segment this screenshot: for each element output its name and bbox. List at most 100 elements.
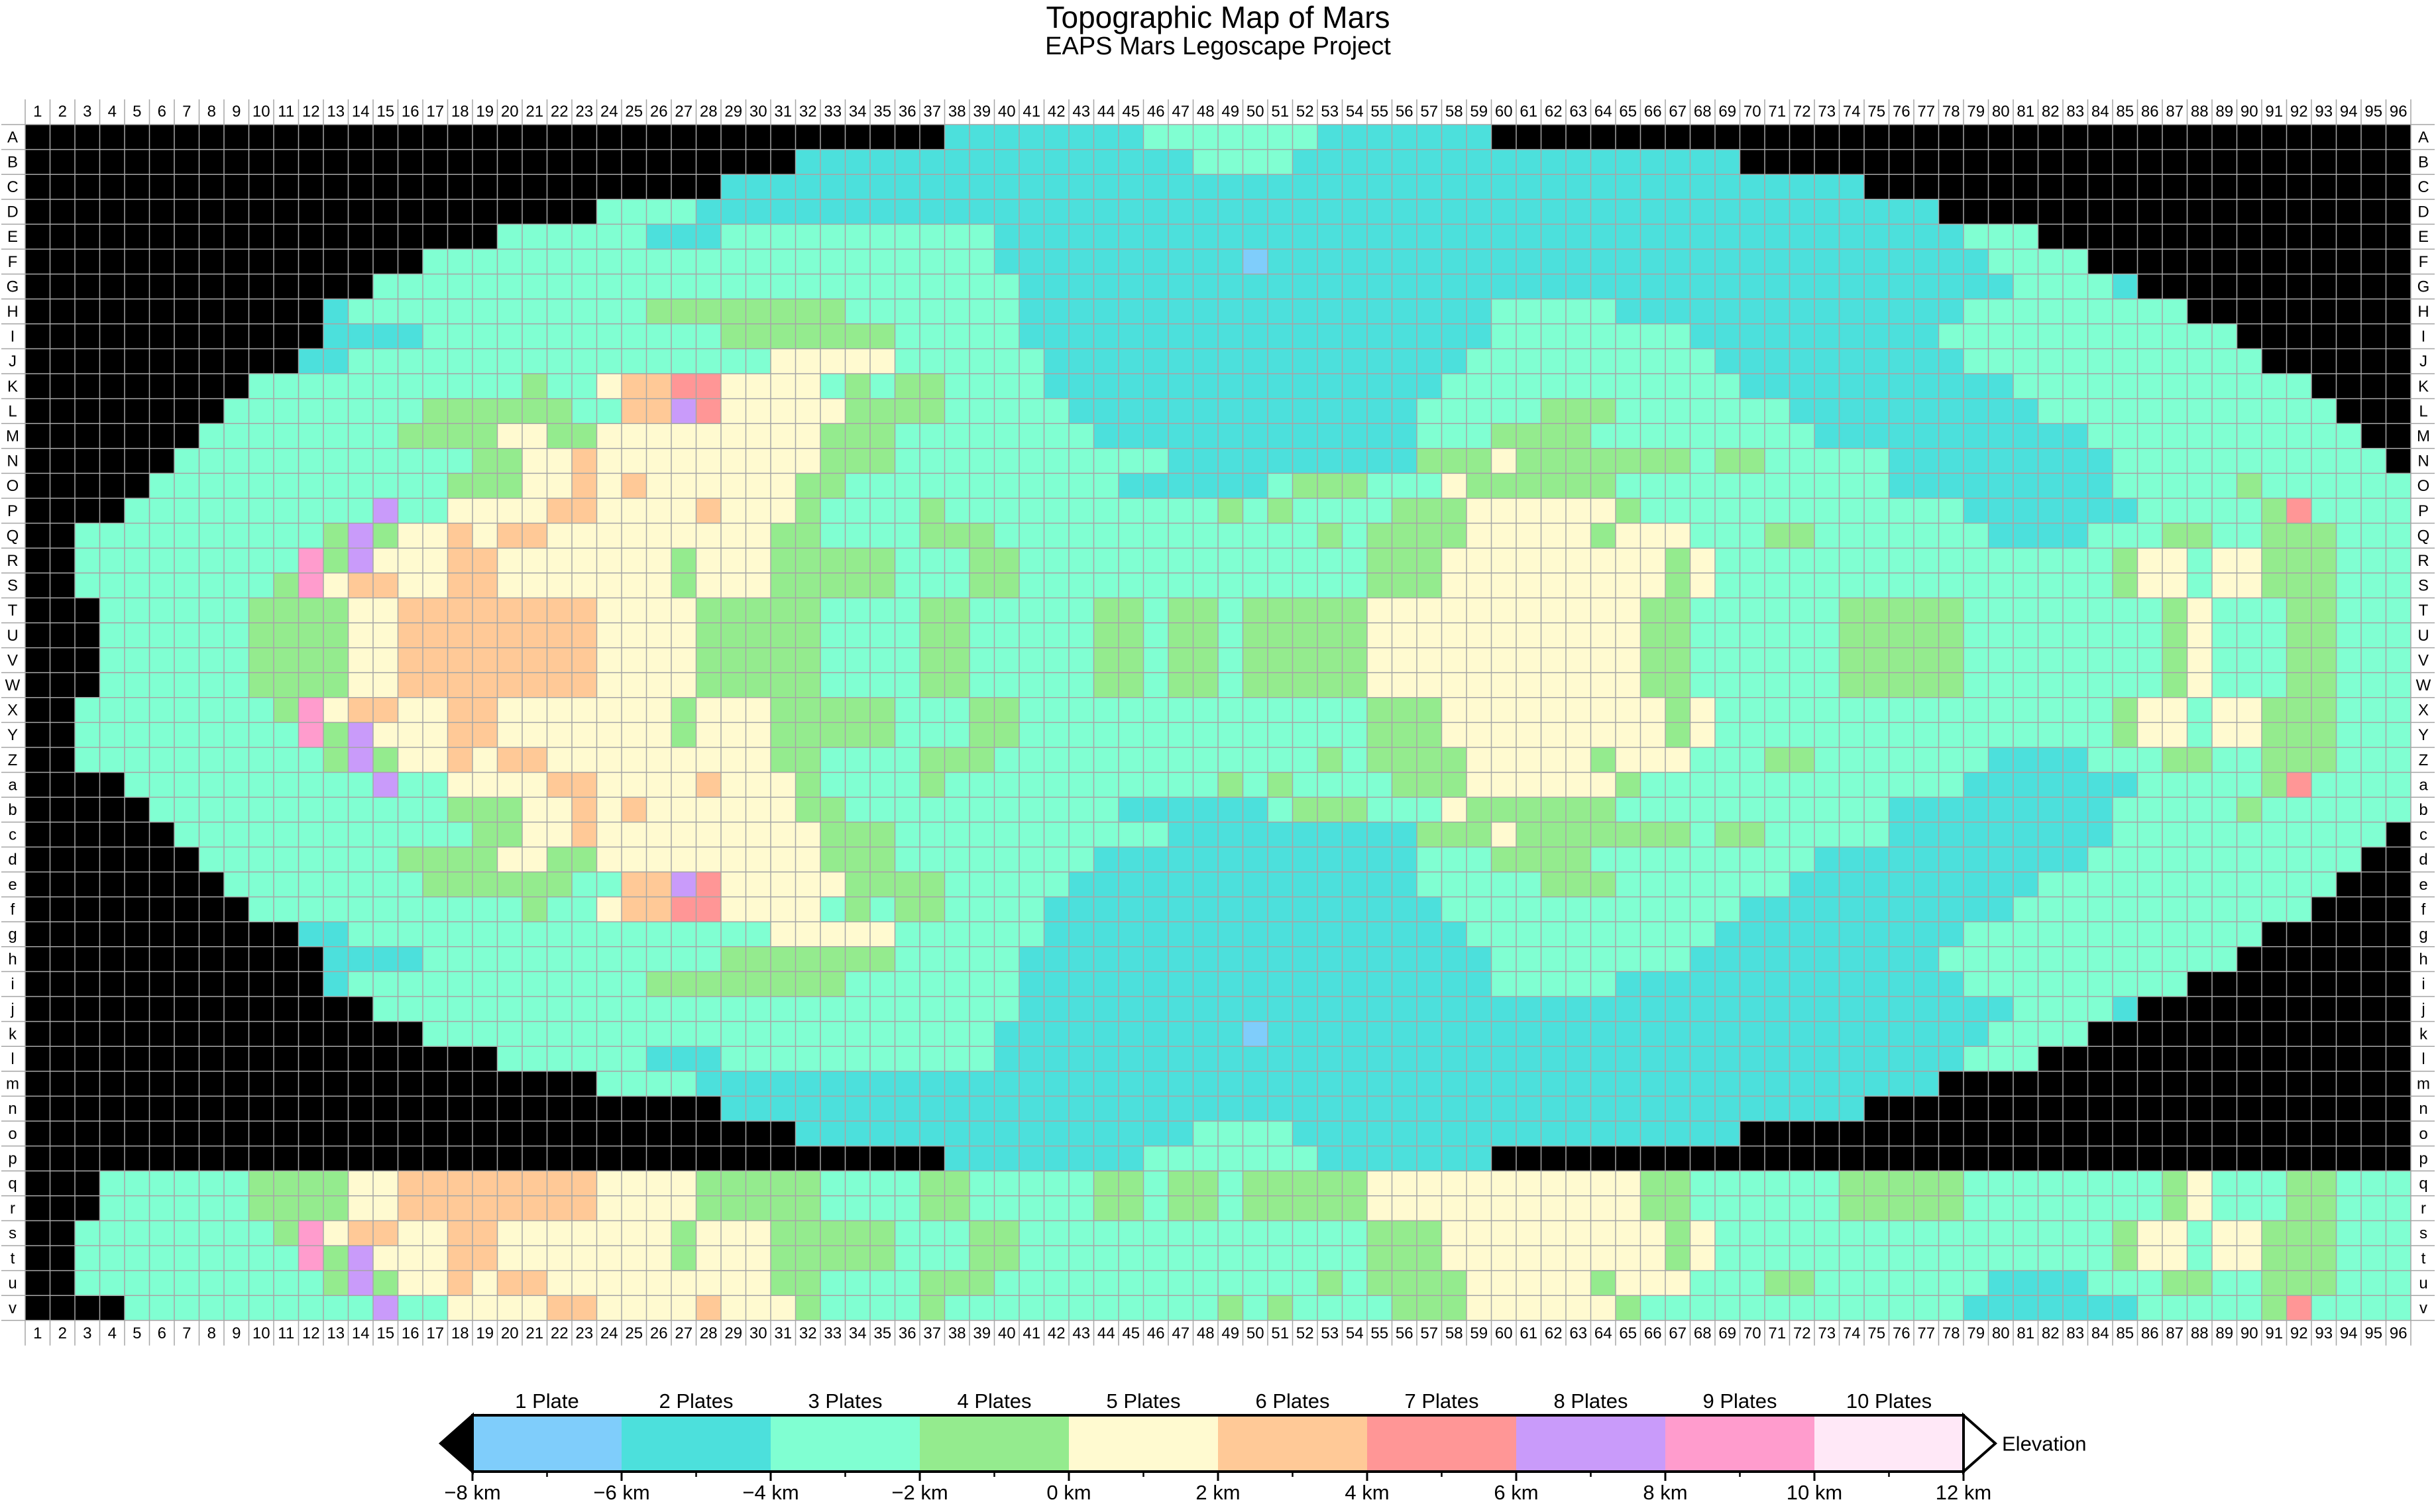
map-cell: [721, 872, 746, 897]
map-cell: [895, 473, 920, 498]
map-cell: [1765, 125, 1790, 150]
map-cell: [2038, 1022, 2064, 1047]
map-cell: [1168, 1046, 1193, 1071]
map-cell: [597, 1295, 622, 1321]
map-cell: [100, 1220, 125, 1246]
map-cell: [423, 1146, 448, 1171]
map-cell: [1715, 299, 1740, 324]
map-cell: [846, 423, 871, 449]
map-cell: [1516, 673, 1541, 698]
map-cell: [995, 1295, 1020, 1321]
map-cell: [1268, 822, 1293, 847]
column-label: 60: [1495, 1324, 1513, 1342]
map-cell: [1665, 897, 1690, 922]
map-cell: [1144, 1295, 1169, 1321]
map-cell: [2088, 548, 2113, 573]
map-cell: [498, 423, 523, 449]
column-label: 95: [2364, 103, 2382, 121]
map-cell: [1467, 897, 1492, 922]
map-cell: [323, 773, 349, 798]
map-cell: [2337, 274, 2362, 299]
map-cell: [771, 399, 796, 424]
map-cell: [1566, 698, 1591, 723]
map-cell: [1417, 449, 1442, 474]
map-cell: [349, 1022, 374, 1047]
map-cell: [1168, 1096, 1193, 1121]
row-label: P: [2418, 502, 2429, 520]
map-cell: [2262, 598, 2287, 623]
row-label: F: [8, 253, 18, 271]
map-cell: [1864, 673, 1889, 698]
map-cell: [1665, 822, 1690, 847]
map-cell: [1119, 897, 1144, 922]
map-cell: [498, 997, 523, 1022]
map-cell: [323, 349, 349, 374]
map-cell: [498, 573, 523, 598]
map-cell: [597, 224, 622, 249]
row-label: K: [7, 378, 18, 396]
column-label: 9: [232, 1324, 241, 1342]
map-cell: [1641, 150, 1666, 175]
column-label: 59: [1470, 1324, 1488, 1342]
map-cell: [1392, 1246, 1417, 1271]
map-cell: [671, 548, 696, 573]
map-cell: [2237, 822, 2262, 847]
map-cell: [796, 1246, 821, 1271]
map-cell: [2287, 573, 2312, 598]
map-cell: [1492, 498, 1517, 523]
map-cell: [249, 249, 274, 274]
map-cell: [150, 299, 175, 324]
map-cell: [1989, 698, 2014, 723]
map-cell: [2262, 797, 2287, 822]
map-cell: [1740, 125, 1765, 150]
map-cell: [1740, 1220, 1765, 1246]
map-cell: [572, 324, 597, 349]
map-cell: [647, 573, 672, 598]
map-cell: [1541, 872, 1567, 897]
map-cell: [2212, 299, 2237, 324]
map-cell: [498, 1246, 523, 1271]
map-cell: [1268, 747, 1293, 773]
map-cell: [696, 623, 722, 648]
map-cell: [1914, 1171, 1939, 1196]
map-cell: [671, 1146, 696, 1171]
map-cell: [50, 125, 76, 150]
map-cell: [2088, 150, 2113, 175]
map-cell: [1467, 673, 1492, 698]
map-cell: [1467, 1146, 1492, 1171]
map-cell: [100, 971, 125, 997]
map-cell: [870, 673, 895, 698]
map-cell: [1814, 174, 1840, 199]
map-cell: [647, 224, 672, 249]
map-cell: [1864, 548, 1889, 573]
map-cell: [771, 1246, 796, 1271]
map-cell: [1840, 797, 1865, 822]
map-cell: [1989, 897, 2014, 922]
map-cell: [1343, 174, 1368, 199]
map-cell: [1616, 199, 1641, 225]
map-cell: [100, 249, 125, 274]
map-cell: [820, 1022, 846, 1047]
map-cell: [671, 274, 696, 299]
map-cell: [1765, 1220, 1790, 1246]
map-cell: [1343, 971, 1368, 997]
map-cell: [1790, 623, 1815, 648]
map-cell: [2262, 872, 2287, 897]
map-cell: [647, 1271, 672, 1296]
map-cell: [2361, 1196, 2386, 1221]
map-cell: [150, 822, 175, 847]
map-cell: [2038, 1220, 2064, 1246]
map-cell: [2386, 1220, 2411, 1246]
map-cell: [1814, 997, 1840, 1022]
map-cell: [1268, 548, 1293, 573]
map-cell: [2063, 648, 2088, 673]
map-cell: [820, 922, 846, 947]
map-cell: [174, 1295, 199, 1321]
map-cell: [1516, 1022, 1541, 1047]
map-cell: [448, 423, 473, 449]
map-cell: [299, 374, 324, 399]
map-cell: [150, 473, 175, 498]
map-cell: [75, 1121, 100, 1146]
map-cell: [249, 324, 274, 349]
map-cell: [1317, 1071, 1343, 1097]
